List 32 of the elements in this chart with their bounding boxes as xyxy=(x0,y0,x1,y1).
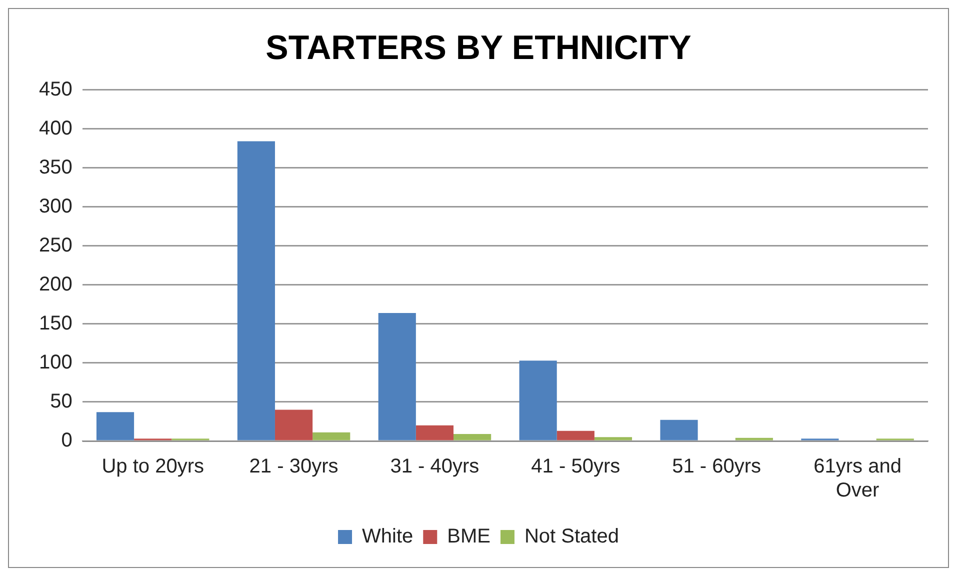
y-tick-label: 50 xyxy=(50,390,72,412)
bar xyxy=(735,438,773,440)
y-tick-label: 250 xyxy=(38,234,72,256)
x-tick-label: 51 - 60yrs xyxy=(672,456,762,478)
y-tick-label: 350 xyxy=(38,156,72,178)
y-tick-label: 400 xyxy=(38,117,72,140)
bar xyxy=(454,434,492,440)
x-tick-label: 31 - 40yrs xyxy=(390,456,480,478)
bar xyxy=(96,412,134,440)
bar xyxy=(519,360,557,440)
y-tick-label: 300 xyxy=(38,195,72,218)
legend-label: White xyxy=(362,526,414,548)
bar xyxy=(237,141,275,440)
y-tick-label: 200 xyxy=(38,273,72,296)
bar xyxy=(274,410,313,440)
bar xyxy=(556,430,594,440)
y-tick-label: 0 xyxy=(61,430,72,452)
bar xyxy=(594,437,632,440)
legend-label: Not Stated xyxy=(524,526,619,548)
x-tick-label: 41 - 50yrs xyxy=(531,456,620,478)
chart-title: STARTERS BY ETHNICITY xyxy=(266,28,692,67)
y-tick-label: 150 xyxy=(38,312,72,334)
bar xyxy=(312,432,350,440)
y-tick-label: 100 xyxy=(38,351,72,374)
y-tick-label: 450 xyxy=(38,78,72,100)
x-tick-label: 61yrs and Over xyxy=(814,456,902,502)
bar xyxy=(378,313,416,440)
legend-label: BME xyxy=(447,526,490,548)
bar xyxy=(660,420,698,440)
x-tick-label: Up to 20yrs xyxy=(102,456,204,478)
bar xyxy=(416,425,454,440)
x-tick-label: 21 - 30yrs xyxy=(249,456,338,478)
